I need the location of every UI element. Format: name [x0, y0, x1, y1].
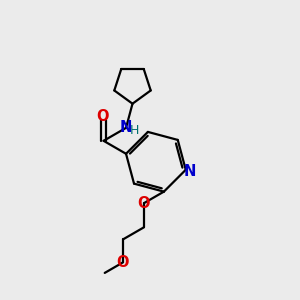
Text: N: N [184, 164, 197, 179]
Text: O: O [137, 196, 150, 211]
Text: H: H [130, 124, 139, 137]
Text: N: N [120, 120, 132, 135]
Text: O: O [96, 109, 108, 124]
Text: O: O [116, 255, 129, 270]
